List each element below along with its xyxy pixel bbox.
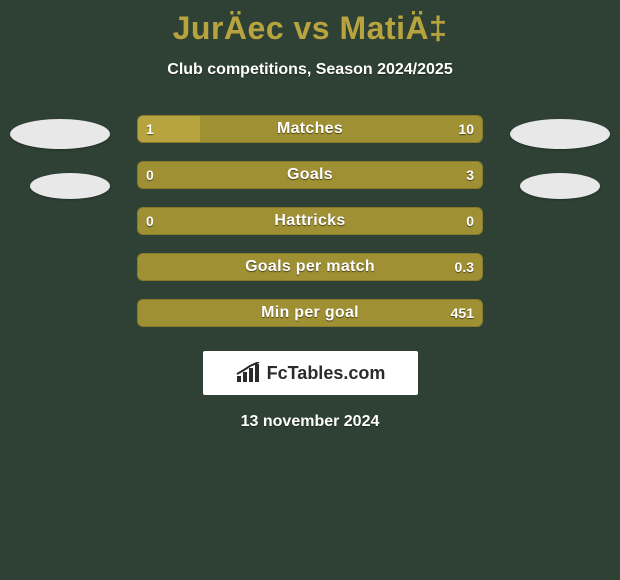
source-logo-text: FcTables.com bbox=[267, 363, 386, 384]
stat-bar-value-right: 10 bbox=[458, 116, 474, 142]
stat-bar-label: Matches bbox=[138, 116, 482, 142]
source-logo: FcTables.com bbox=[203, 351, 418, 395]
comparison-card: JurÄec vs MatiÄ‡ Club competitions, Seas… bbox=[0, 0, 620, 580]
snapshot-date: 13 november 2024 bbox=[0, 413, 620, 431]
stat-bar: 1Matches10 bbox=[137, 115, 483, 143]
stat-bar-label: Goals bbox=[138, 162, 482, 188]
stat-bar-label: Goals per match bbox=[138, 254, 482, 280]
player1-badge-primary bbox=[10, 119, 110, 149]
stat-bar: 0Goals3 bbox=[137, 161, 483, 189]
stat-bar: 0Hattricks0 bbox=[137, 207, 483, 235]
player1-badge-secondary bbox=[30, 173, 110, 199]
stat-bar: Goals per match0.3 bbox=[137, 253, 483, 281]
stat-bar-value-right: 3 bbox=[466, 162, 474, 188]
stat-bar-label: Min per goal bbox=[138, 300, 482, 326]
stat-bar-value-right: 0.3 bbox=[455, 254, 474, 280]
player2-badge-primary bbox=[510, 119, 610, 149]
stat-bars: 1Matches100Goals30Hattricks0Goals per ma… bbox=[137, 115, 483, 327]
stat-bar: Min per goal451 bbox=[137, 299, 483, 327]
stat-bar-value-right: 0 bbox=[466, 208, 474, 234]
player2-badge-secondary bbox=[520, 173, 600, 199]
chart-icon bbox=[235, 362, 261, 384]
stat-bar-label: Hattricks bbox=[138, 208, 482, 234]
page-subtitle: Club competitions, Season 2024/2025 bbox=[0, 47, 620, 79]
stat-bar-value-right: 451 bbox=[451, 300, 474, 326]
page-title: JurÄec vs MatiÄ‡ bbox=[0, 0, 620, 47]
comparison-content: 1Matches100Goals30Hattricks0Goals per ma… bbox=[0, 115, 620, 431]
